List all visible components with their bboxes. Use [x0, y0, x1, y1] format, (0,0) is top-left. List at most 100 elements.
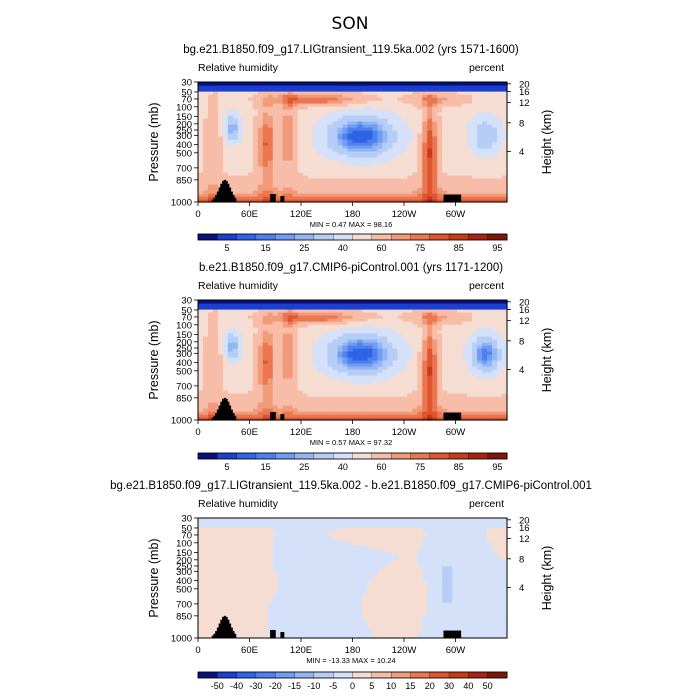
field-cell — [292, 333, 299, 337]
field-cell — [282, 336, 289, 340]
field-cell — [267, 94, 274, 98]
field-cell — [307, 312, 314, 316]
field-cell — [502, 193, 508, 197]
field-cell — [202, 85, 209, 89]
field-cell — [257, 163, 264, 167]
field-cell — [342, 142, 349, 146]
field-cell — [302, 390, 309, 394]
field-cell — [417, 181, 423, 185]
field-cell — [417, 381, 423, 385]
field-cell — [297, 321, 304, 325]
field-cell — [467, 109, 473, 113]
field-cell — [297, 181, 304, 185]
field-cell — [492, 190, 498, 194]
field-cell — [382, 163, 388, 167]
field-cell — [452, 405, 458, 409]
field-cell — [267, 369, 274, 373]
field-cell — [312, 396, 319, 400]
field-cell — [337, 97, 344, 101]
field-cell — [412, 342, 418, 346]
field-cell — [342, 163, 349, 167]
field-cell — [217, 91, 224, 95]
field-cell — [467, 396, 473, 400]
field-cell — [302, 142, 309, 146]
field-cell — [502, 103, 508, 107]
field-cell — [297, 342, 304, 346]
field-cell — [357, 136, 364, 140]
field-cell — [232, 390, 239, 394]
field-cell — [472, 336, 478, 340]
field-cell — [412, 169, 418, 173]
field-cell — [482, 318, 488, 322]
terrain-column — [452, 194, 455, 202]
field-cell — [198, 363, 204, 367]
field-cell — [492, 97, 498, 101]
field-cell — [222, 387, 229, 391]
field-cell — [362, 166, 369, 170]
field-cell — [227, 366, 234, 370]
field-cell — [342, 360, 349, 364]
field-cell — [302, 300, 309, 304]
field-cell — [242, 175, 249, 179]
field-cell — [487, 115, 493, 119]
field-cell — [247, 199, 254, 203]
field-cell — [387, 357, 393, 361]
field-cell — [257, 390, 264, 394]
field-cell — [477, 402, 483, 406]
field-cell — [477, 387, 483, 391]
field-cell — [317, 127, 324, 131]
field-cell — [422, 88, 428, 92]
terrain-column — [232, 195, 235, 202]
field-cell — [447, 175, 453, 179]
field-cell — [477, 82, 483, 86]
field-cell — [317, 139, 324, 143]
field-cell — [202, 160, 209, 164]
field-cell — [377, 318, 383, 322]
field-cell — [198, 163, 204, 167]
field-cell — [302, 187, 309, 191]
field-cell — [352, 136, 359, 140]
field-cell — [382, 172, 388, 176]
field-cell — [372, 372, 379, 376]
field-cell — [257, 166, 264, 170]
field-cell — [257, 169, 264, 173]
field-cell — [412, 115, 418, 119]
field-cell — [357, 387, 364, 391]
field-cell — [377, 327, 383, 331]
field-cell — [222, 115, 229, 119]
field-cell — [442, 97, 448, 101]
field-cell — [417, 396, 423, 400]
field-cell — [357, 85, 364, 89]
field-cell — [382, 333, 388, 337]
field-cell — [198, 166, 204, 170]
field-cell — [212, 121, 219, 125]
field-cell — [412, 148, 418, 152]
field-cell — [372, 142, 379, 146]
field-cell — [492, 91, 498, 95]
field-cell — [252, 88, 259, 92]
field-cell — [422, 387, 428, 391]
field-cell — [312, 142, 319, 146]
field-cell — [412, 133, 418, 137]
field-cell — [382, 187, 388, 191]
field-cell — [472, 118, 478, 122]
field-cell — [307, 345, 314, 349]
field-cell — [222, 348, 229, 352]
field-cell — [377, 118, 383, 122]
field-cell — [472, 148, 478, 152]
field-cell — [307, 414, 314, 418]
field-cell — [402, 315, 408, 319]
field-cell — [287, 145, 294, 149]
field-cell — [337, 411, 344, 415]
field-cell — [207, 94, 214, 98]
field-cell — [277, 366, 284, 370]
field-cell — [257, 324, 264, 328]
field-cell — [362, 372, 369, 376]
field-cell — [382, 384, 388, 388]
field-cell — [282, 312, 289, 316]
field-cell — [257, 327, 264, 331]
field-cell — [207, 148, 214, 152]
field-cell — [262, 408, 269, 412]
field-cell — [397, 163, 403, 167]
field-cell — [332, 357, 339, 361]
